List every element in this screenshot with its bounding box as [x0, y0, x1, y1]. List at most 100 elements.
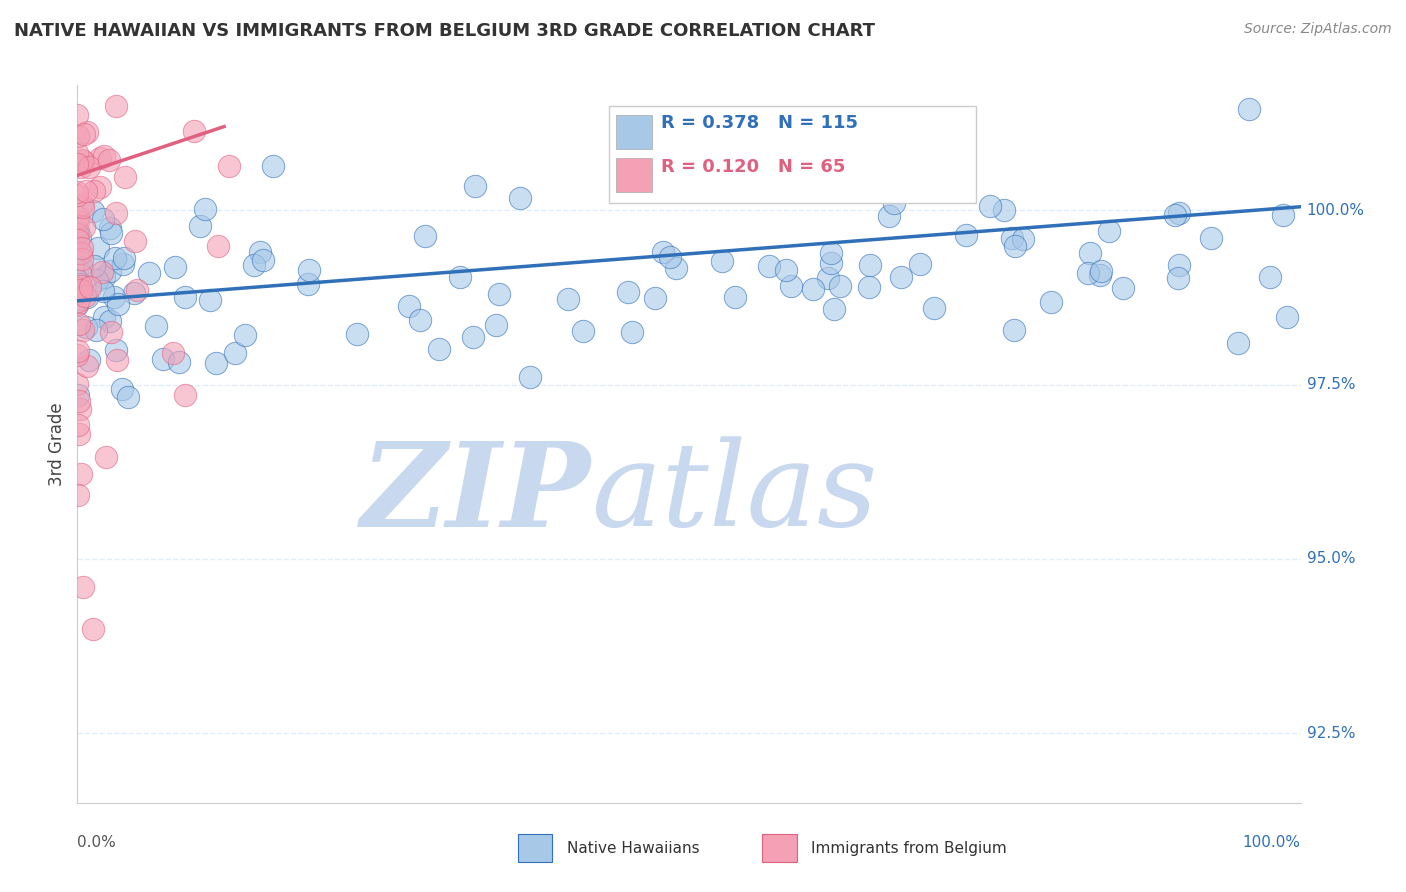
Point [1199, 231, 1222, 245]
Point [162, 346, 184, 360]
Y-axis label: 3rd Grade: 3rd Grade [48, 402, 66, 485]
Point [67, 317, 90, 331]
Text: NATIVE HAWAIIAN VS IMMIGRANTS FROM BELGIUM 3RD GRADE CORRELATION CHART: NATIVE HAWAIIAN VS IMMIGRANTS FROM BELGI… [14, 22, 875, 40]
Point [70, 260, 93, 275]
Point [66, 417, 89, 432]
Point [112, 251, 135, 265]
Point [194, 202, 217, 216]
Point [252, 252, 274, 267]
Point [1258, 269, 1281, 284]
Point [620, 326, 643, 340]
Point [262, 160, 284, 174]
Point [73, 220, 96, 235]
Point [858, 279, 880, 293]
Point [205, 355, 228, 369]
Bar [762, 834, 797, 862]
Point [145, 318, 167, 333]
Point [868, 169, 890, 183]
Point [651, 245, 673, 260]
Point [1012, 232, 1035, 246]
Point [72, 201, 94, 215]
Text: Immigrants from Belgium: Immigrants from Belgium [811, 840, 1007, 855]
Point [509, 191, 531, 205]
Point [67, 225, 90, 239]
Text: 92.5%: 92.5% [1306, 725, 1355, 740]
Point [1167, 270, 1189, 285]
Point [1277, 310, 1299, 324]
Point [91, 211, 114, 226]
Point [117, 390, 139, 404]
Point [883, 195, 905, 210]
Point [519, 369, 541, 384]
Point [66, 146, 89, 161]
Point [66, 211, 89, 225]
Point [993, 202, 1015, 217]
Point [66, 286, 89, 301]
Point [249, 244, 271, 259]
Point [86, 272, 108, 286]
Point [83, 259, 105, 273]
Point [413, 229, 436, 244]
Point [91, 265, 114, 279]
Point [233, 328, 256, 343]
Point [1164, 208, 1187, 222]
Point [66, 214, 89, 228]
Point [398, 299, 420, 313]
Point [1237, 103, 1260, 117]
Point [107, 297, 129, 311]
Point [758, 259, 780, 273]
Point [464, 179, 486, 194]
Point [461, 330, 484, 344]
Point [72, 323, 94, 337]
Point [69, 426, 91, 441]
Point [1227, 336, 1250, 351]
Point [1111, 281, 1133, 295]
Point [163, 260, 186, 274]
Point [66, 274, 89, 288]
Point [346, 326, 368, 341]
Point [66, 298, 89, 312]
Point [298, 263, 321, 277]
FancyBboxPatch shape [609, 106, 976, 203]
Point [66, 293, 89, 308]
Point [1090, 264, 1112, 278]
Text: 100.0%: 100.0% [1243, 835, 1301, 850]
Point [66, 348, 89, 362]
Point [70, 153, 93, 168]
Point [69, 283, 91, 297]
Text: 100.0%: 100.0% [1306, 202, 1365, 218]
Point [122, 285, 145, 300]
Point [66, 227, 89, 241]
Point [76, 124, 98, 138]
Point [1168, 206, 1191, 220]
Point [780, 279, 803, 293]
Point [66, 157, 89, 171]
Point [67, 293, 90, 307]
Point [66, 129, 89, 144]
Point [70, 246, 93, 260]
Point [98, 264, 121, 278]
Point [84, 323, 107, 337]
Point [105, 206, 128, 220]
Point [66, 281, 89, 295]
Point [449, 270, 471, 285]
Point [67, 388, 90, 402]
Text: atlas: atlas [591, 437, 877, 551]
Text: 97.5%: 97.5% [1306, 377, 1355, 392]
Point [66, 296, 89, 310]
Point [72, 153, 94, 168]
Point [572, 324, 595, 338]
Point [1040, 295, 1063, 310]
Point [66, 185, 89, 199]
Point [89, 180, 111, 194]
Point [82, 204, 104, 219]
Point [72, 240, 94, 254]
Point [955, 227, 977, 242]
Point [127, 283, 149, 297]
Point [724, 290, 747, 304]
Point [66, 377, 89, 392]
Bar [616, 115, 652, 149]
Point [111, 257, 134, 271]
Point [79, 352, 101, 367]
Point [775, 263, 797, 277]
